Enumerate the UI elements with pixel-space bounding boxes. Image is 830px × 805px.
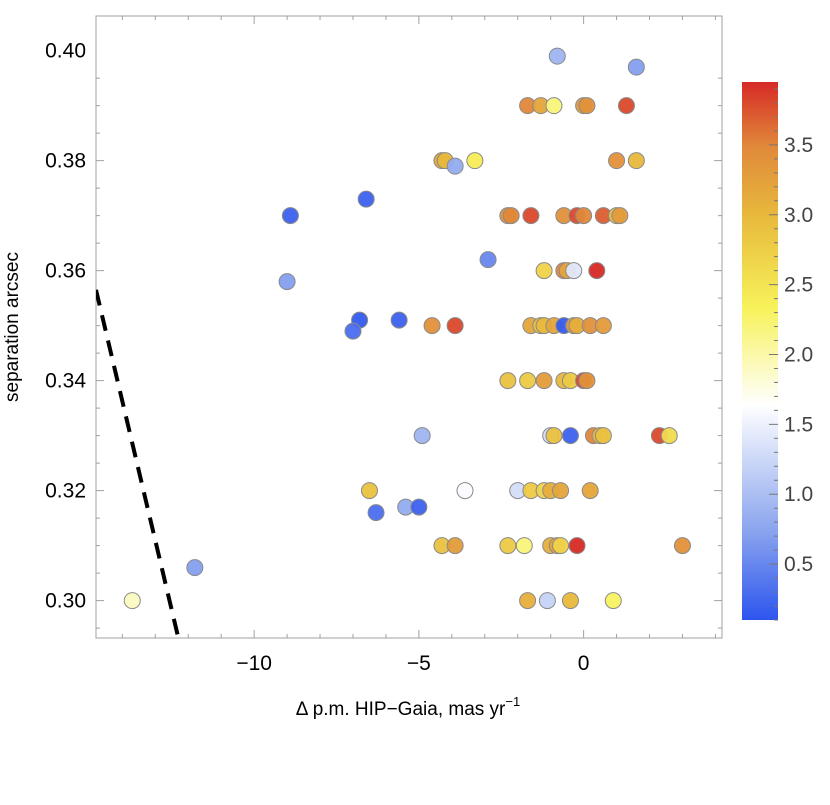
data-point — [627, 152, 645, 170]
data-point — [575, 207, 593, 225]
y-tick-label: 0.34 — [45, 370, 86, 393]
x-tick-label: −10 — [236, 652, 272, 675]
x-axis-title: Δ p.m. HIP−Gaia, mas yr−1 — [296, 694, 520, 720]
data-point — [673, 537, 691, 555]
data-point — [578, 97, 596, 115]
y-axis: 0.30 0.32 0.34 0.36 0.38 0.40 — [45, 40, 722, 629]
data-point — [446, 317, 464, 335]
data-point — [568, 537, 586, 555]
colorbar-tick-label: 2.0 — [784, 343, 813, 366]
colorbar — [742, 82, 778, 620]
data-point — [535, 372, 553, 390]
data-point — [552, 482, 570, 500]
y-tick-label: 0.30 — [45, 590, 86, 613]
data-point — [545, 427, 563, 445]
y-tick-label: 0.38 — [45, 150, 86, 173]
data-point — [499, 537, 517, 555]
data-point — [357, 190, 375, 208]
data-point — [604, 592, 622, 610]
colorbar-tick-label: 1.5 — [784, 413, 813, 436]
data-point — [588, 262, 606, 280]
colorbar-tick-label: 3.5 — [784, 134, 813, 157]
data-point — [367, 504, 385, 522]
data-point — [344, 322, 362, 340]
data-point — [660, 427, 678, 445]
data-point — [581, 482, 599, 500]
data-point — [594, 317, 612, 335]
data-point — [548, 47, 566, 65]
data-point — [413, 427, 431, 445]
data-point — [608, 152, 626, 170]
data-point — [545, 97, 563, 115]
reference-dashed-line — [96, 289, 181, 638]
colorbar-tick-label: 1.0 — [784, 483, 813, 506]
data-point — [479, 251, 497, 269]
plot-frame — [95, 15, 723, 639]
data-point — [578, 372, 596, 390]
data-point — [278, 273, 296, 291]
data-points — [123, 47, 691, 610]
colorbar-tick-label: 3.0 — [784, 204, 813, 227]
colorbar-axis: 0.5 1.0 1.5 2.0 2.5 3.0 3.5 — [769, 88, 813, 621]
data-point — [446, 537, 464, 555]
data-point — [538, 592, 556, 610]
data-point — [552, 537, 570, 555]
data-point — [515, 537, 533, 555]
data-point — [446, 157, 464, 175]
data-point — [561, 427, 579, 445]
data-point — [123, 592, 141, 610]
data-point — [410, 498, 428, 516]
colorbar-tick-label: 0.5 — [784, 553, 813, 576]
data-point — [456, 482, 474, 500]
colorbar-tick-label: 2.5 — [784, 274, 813, 297]
data-point — [627, 58, 645, 76]
data-point — [617, 97, 635, 115]
x-tick-label: 0 — [578, 652, 590, 675]
y-tick-label: 0.32 — [45, 480, 86, 503]
data-point — [611, 207, 629, 225]
x-axis: −10 −5 0 — [121, 16, 716, 675]
y-tick-label: 0.40 — [45, 40, 86, 63]
y-tick-label: 0.36 — [45, 260, 86, 283]
data-point — [466, 152, 484, 170]
data-point — [186, 559, 204, 577]
data-point — [390, 311, 408, 329]
data-point — [360, 482, 378, 500]
y-axis-title: separation arcsec — [2, 252, 23, 402]
x-tick-label: −5 — [407, 652, 431, 675]
data-point — [519, 592, 537, 610]
data-point — [561, 592, 579, 610]
data-point — [502, 207, 520, 225]
data-point — [594, 427, 612, 445]
data-point — [499, 372, 517, 390]
data-point — [535, 262, 553, 280]
data-point — [423, 317, 441, 335]
data-point — [519, 372, 537, 390]
data-point — [565, 262, 583, 280]
data-point — [281, 207, 299, 225]
data-point — [522, 207, 540, 225]
